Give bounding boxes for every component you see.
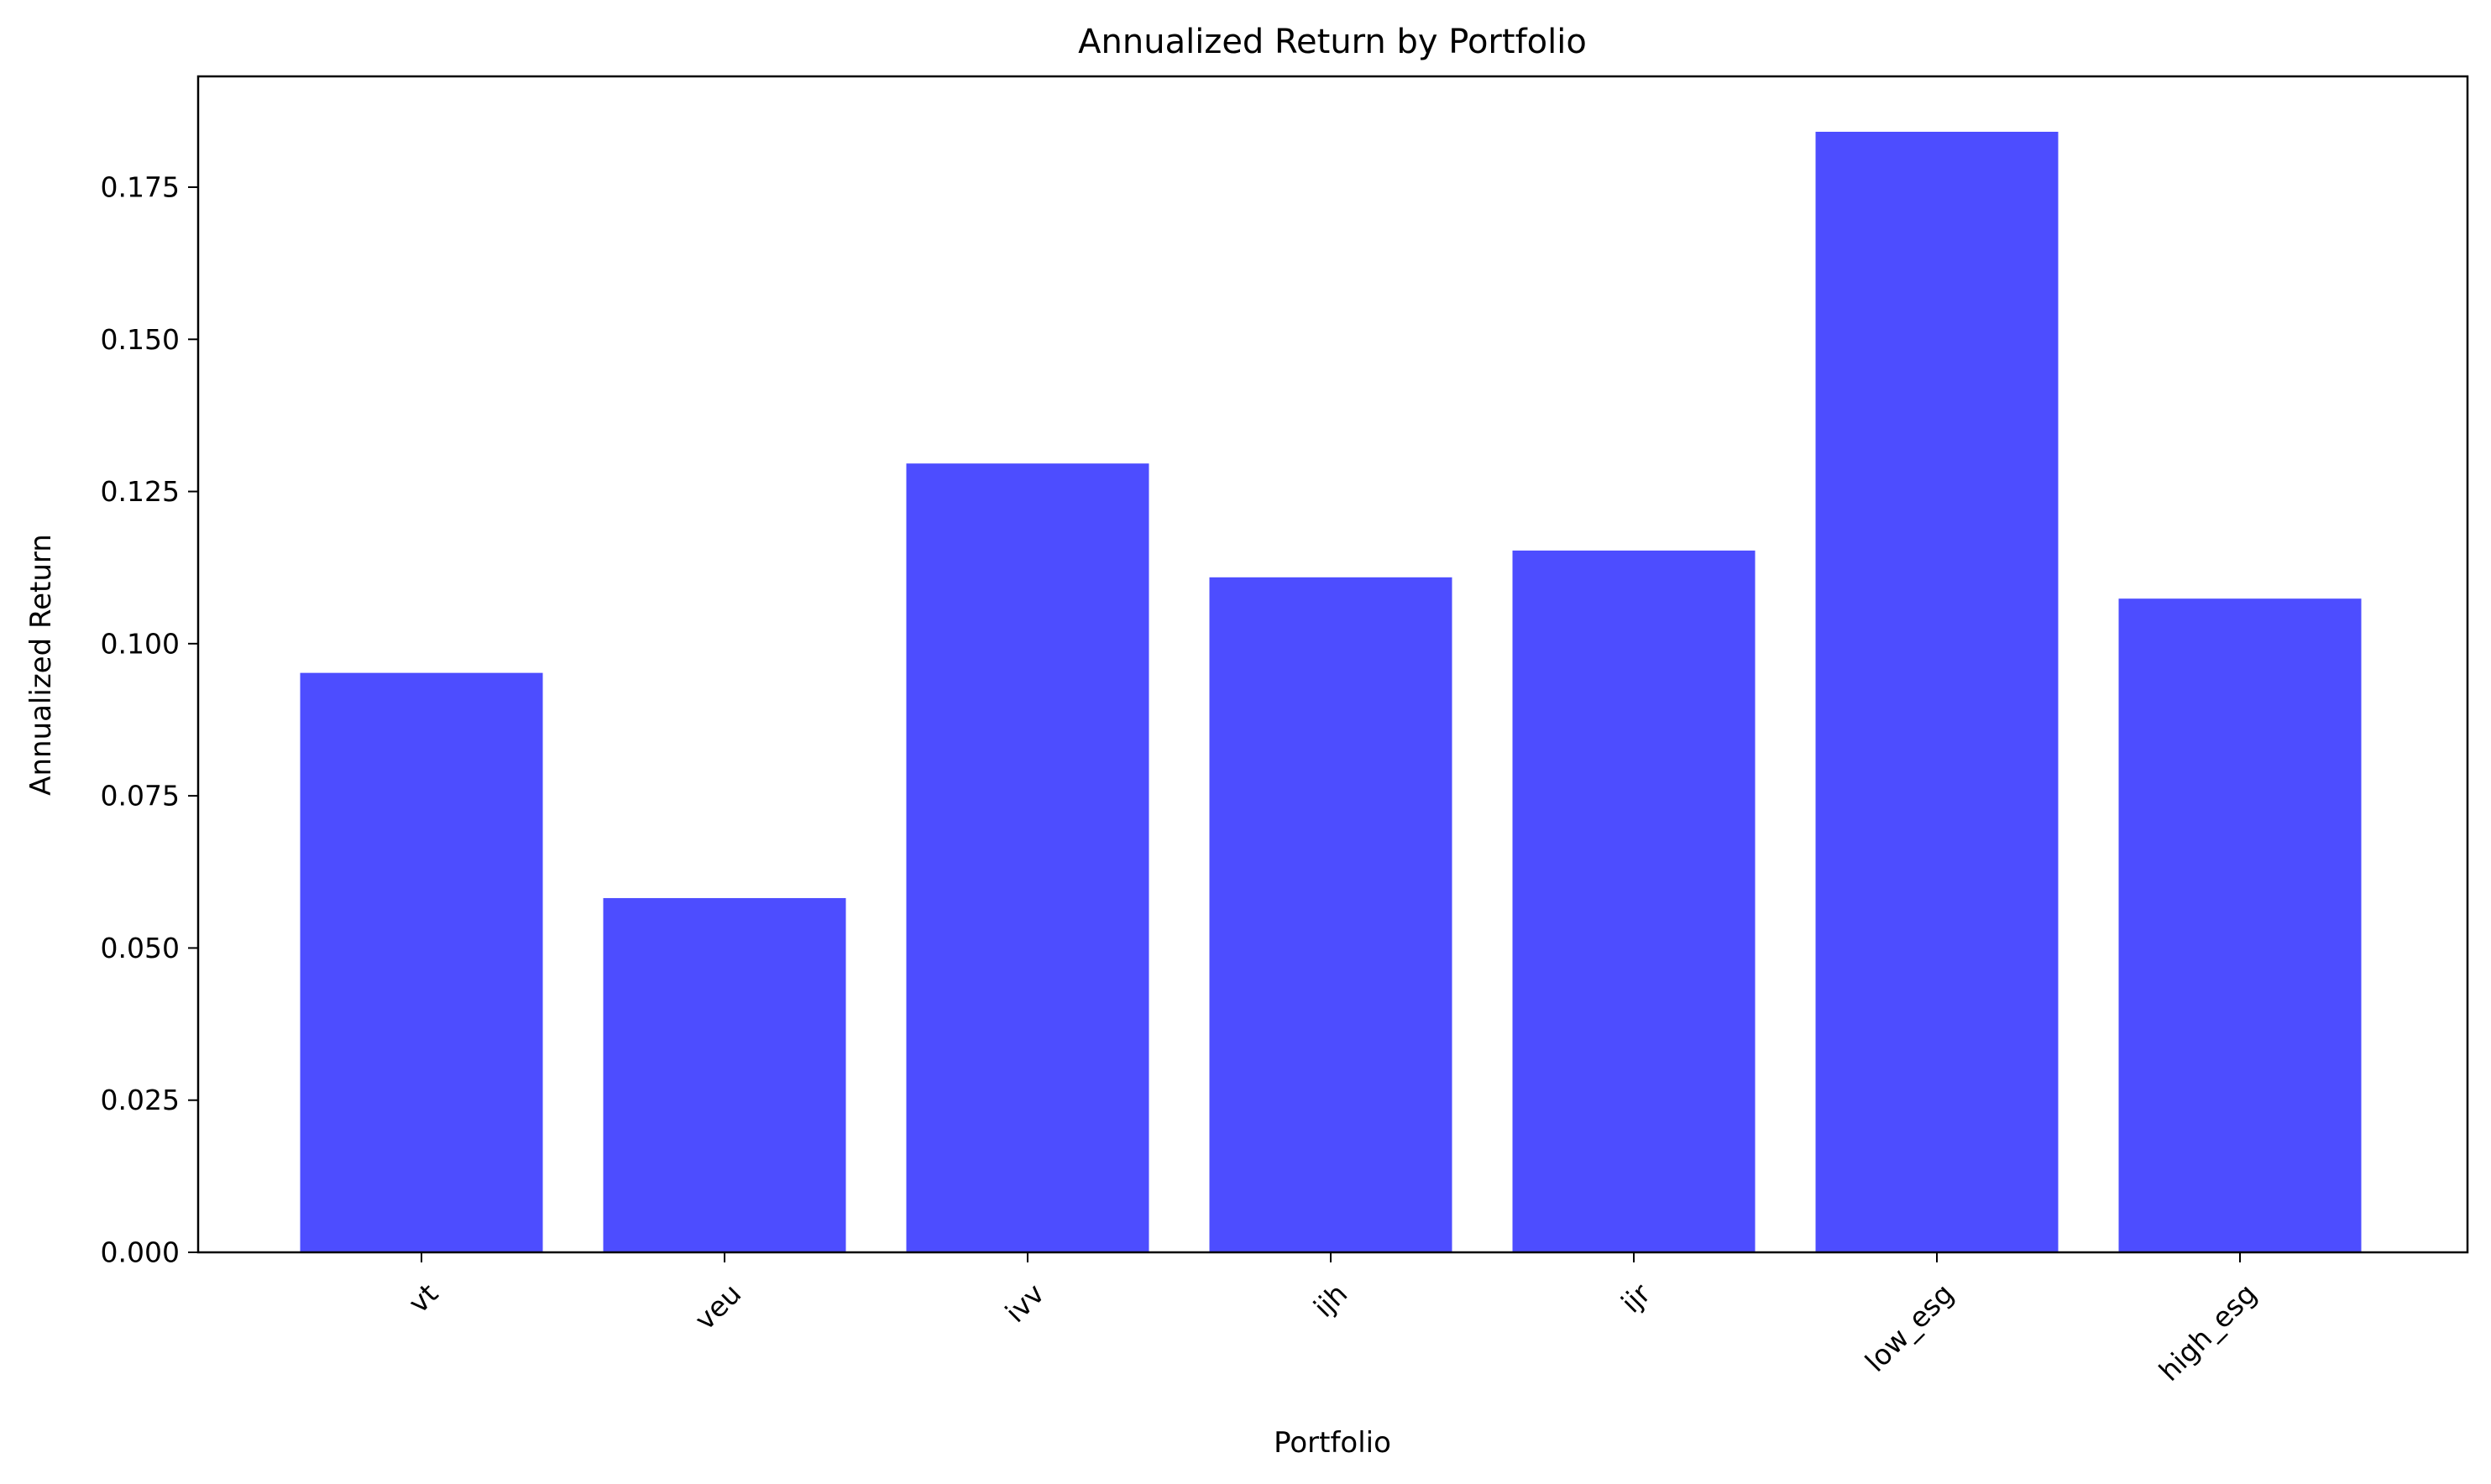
y-axis-label: Annualized Return: [24, 534, 58, 796]
bar-high_esg: [2118, 598, 2362, 1252]
y-tick-label: 0.000: [101, 1236, 180, 1269]
bar-ivv: [906, 463, 1149, 1252]
bar-vt: [300, 672, 543, 1252]
bar-ijr: [1512, 550, 1756, 1252]
y-axis: 0.000 0.025 0.050 0.075 0.100 0.125 0.150 0.175: [101, 170, 198, 1269]
bar-veu: [603, 897, 846, 1252]
y-tick-label: 0.150: [101, 323, 180, 356]
x-axis-label: Portfolio: [1274, 1426, 1391, 1460]
chart-title: Annualized Return by Portfolio: [1078, 23, 1587, 61]
bars-group: [300, 131, 2362, 1252]
bar-low_esg: [1815, 131, 2059, 1252]
y-tick-label: 0.100: [101, 627, 180, 660]
y-tick-label: 0.025: [101, 1084, 180, 1116]
plot-area-frame: [196, 75, 2469, 1254]
y-tick-label: 0.175: [101, 170, 180, 203]
y-tick-label: 0.075: [101, 780, 180, 813]
y-tick-label: 0.125: [101, 475, 180, 508]
bar-ijh: [1209, 577, 1452, 1252]
y-tick-label: 0.050: [101, 932, 180, 964]
